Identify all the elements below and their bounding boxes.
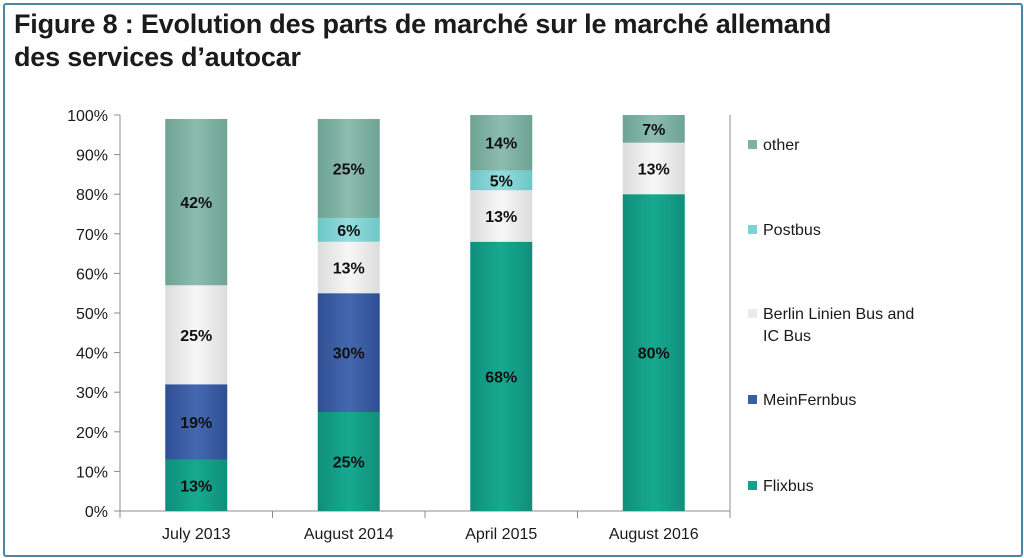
y-tick-label: 40%: [76, 346, 108, 363]
legend-label-flixbus: Flixbus: [763, 478, 814, 495]
legend-swatch-meinfernbus: [748, 395, 757, 404]
y-tick-label: 60%: [76, 266, 108, 283]
legend-item-postbus: Postbus: [748, 222, 821, 239]
data-label-flixbus-august-2014: 25%: [333, 455, 365, 472]
y-tick-label: 70%: [76, 227, 108, 244]
data-label-postbus-august-2014: 6%: [337, 223, 360, 240]
data-label-meinfernbus-july-2013: 19%: [180, 415, 212, 432]
bar-segment-flixbus-july-2013: [165, 459, 228, 511]
figure-title: Figure 8 : Evolution des parts de marché…: [14, 8, 974, 74]
legend: other Postbus Berlin Linien Bus and IC Bus M…: [748, 137, 914, 495]
legend-swatch-flixbus: [748, 481, 757, 490]
data-label-flixbus-july-2013: 13%: [180, 478, 212, 495]
legend-label-berlin-linien-bus-and-ic-bus: IC Bus: [763, 328, 811, 345]
data-label-flixbus-april-2015: 68%: [485, 369, 517, 386]
x-category-label: April 2015: [465, 526, 537, 543]
y-tick-label: 100%: [67, 108, 108, 125]
y-tick-label: 20%: [76, 425, 108, 442]
bar-segment-other-august-2016: [622, 115, 685, 143]
legend-label-meinfernbus: MeinFernbus: [763, 392, 856, 409]
data-label-berlin-linien-bus-and-ic-bus-august-2014: 13%: [333, 260, 365, 277]
bar-segment-postbus-august-2014: [317, 217, 380, 242]
y-tick-label: 30%: [76, 385, 108, 402]
legend-swatch-berlin-linien-bus-and-ic-bus: [748, 309, 757, 318]
data-label-other-august-2016: 7%: [642, 122, 665, 139]
legend-label-berlin-linien-bus-and-ic-bus: Berlin Linien Bus and: [763, 306, 914, 323]
bar-segment-flixbus-april-2015: [470, 241, 533, 511]
data-label-berlin-linien-bus-and-ic-bus-august-2016: 13%: [638, 161, 670, 178]
bars: 13% 19% 25% 42% 25% 30% 13% 6% 25% 68% 13% 5% 14% 80%…: [165, 115, 685, 511]
y-tick-label: 90%: [76, 148, 108, 165]
bar-segment-other-july-2013: [165, 118, 228, 286]
y-tick-label: 10%: [76, 464, 108, 481]
data-label-flixbus-august-2016: 80%: [638, 346, 670, 363]
legend-swatch-other: [748, 140, 757, 149]
y-tick-label: 50%: [76, 306, 108, 323]
bar-segment-other-april-2015: [470, 115, 533, 171]
bar-segment-flixbus-august-2014: [317, 412, 380, 511]
data-label-meinfernbus-august-2014: 30%: [333, 346, 365, 363]
bar-segment-meinfernbus-august-2014: [317, 293, 380, 412]
bar-segment-meinfernbus-july-2013: [165, 384, 228, 460]
bar-segment-flixbus-august-2016: [622, 194, 685, 511]
bar-segment-berlin-linien-bus-and-ic-bus-august-2014: [317, 241, 380, 294]
legend-item-meinfernbus: MeinFernbus: [748, 392, 856, 409]
bar-segment-berlin-linien-bus-and-ic-bus-april-2015: [470, 190, 533, 242]
bar-segment-berlin-linien-bus-and-ic-bus-august-2016: [622, 142, 685, 195]
data-label-berlin-linien-bus-and-ic-bus-july-2013: 25%: [180, 328, 212, 345]
data-label-other-july-2013: 42%: [180, 195, 212, 212]
figure-title-line-1: Figure 8 : Evolution des parts de marché…: [14, 9, 832, 39]
x-category-label: August 2014: [304, 526, 394, 543]
data-label-other-august-2014: 25%: [333, 161, 365, 178]
legend-item-flixbus: Flixbus: [748, 478, 814, 495]
bar-segment-berlin-linien-bus-and-ic-bus-july-2013: [165, 285, 228, 385]
figure-title-line-2: des services d’autocar: [14, 42, 301, 72]
x-category-label: August 2016: [609, 526, 699, 543]
legend-swatch-postbus: [748, 225, 757, 234]
legend-label-other: other: [763, 137, 800, 154]
bar-segment-other-august-2014: [317, 118, 380, 218]
bar-segment-postbus-april-2015: [470, 170, 533, 191]
data-label-berlin-linien-bus-and-ic-bus-april-2015: 13%: [485, 209, 517, 226]
data-label-postbus-april-2015: 5%: [490, 173, 513, 190]
legend-label-postbus: Postbus: [763, 222, 821, 239]
y-tick-label: 0%: [85, 504, 108, 521]
legend-item-berlin-linien-bus-and-ic-bus: Berlin Linien Bus and IC Bus: [748, 306, 914, 345]
y-tick-label: 80%: [76, 187, 108, 204]
x-category-label: July 2013: [162, 526, 231, 543]
data-label-other-april-2015: 14%: [485, 136, 517, 153]
legend-item-other: other: [748, 137, 800, 154]
